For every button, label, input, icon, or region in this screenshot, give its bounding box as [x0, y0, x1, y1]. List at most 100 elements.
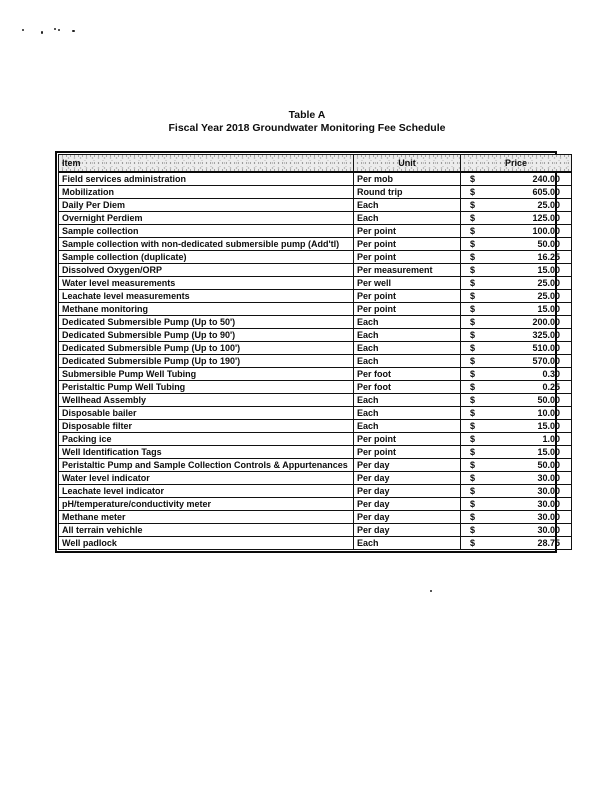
- price-cell: $ 25.00: [460, 198, 572, 212]
- table-row: Leachate level measurements Per point $ …: [58, 289, 572, 303]
- price-amount: 325.00: [532, 329, 560, 340]
- fee-table: Item Unit Price Field services administr…: [58, 154, 572, 550]
- fee-table-header: Item Unit Price: [58, 154, 572, 173]
- price-cell: $ 325.00: [460, 328, 572, 342]
- table-row: Field services administration Per mob $ …: [58, 171, 572, 186]
- price-cell: $ 10.00: [460, 406, 572, 420]
- price-column-header: Price: [460, 154, 572, 173]
- table-row: Peristaltic Pump Well Tubing Per foot $ …: [58, 380, 572, 394]
- item-cell: Packing ice: [58, 432, 354, 446]
- item-cell: Leachate level indicator: [58, 484, 354, 498]
- unit-cell: Per day: [353, 523, 461, 537]
- price-cell: $ 125.00: [460, 211, 572, 225]
- item-cell: Water level indicator: [58, 471, 354, 485]
- unit-cell: Per point: [353, 289, 461, 303]
- item-cell: Dedicated Submersible Pump (Up to 90'): [58, 328, 354, 342]
- table-row: Leachate level indicator Per day $ 30.00: [58, 484, 572, 498]
- unit-cell: Each: [353, 211, 461, 225]
- price-amount: 100.00: [532, 225, 560, 236]
- currency-symbol: $: [470, 316, 476, 327]
- currency-symbol: $: [470, 199, 476, 210]
- item-cell: Sample collection with non-dedicated sub…: [58, 237, 354, 251]
- price-amount: 30.00: [537, 511, 560, 522]
- price-cell: $ 15.00: [460, 445, 572, 459]
- table-row: Well Identification Tags Per point $ 15.…: [58, 445, 572, 459]
- price-cell: $ 0.30: [460, 367, 572, 381]
- unit-cell: Per well: [353, 276, 461, 290]
- table-row: Methane meter Per day $ 30.00: [58, 510, 572, 524]
- price-amount: 1.00: [542, 433, 560, 444]
- price-cell: $ 30.00: [460, 497, 572, 511]
- scan-speck: [430, 590, 432, 592]
- unit-cell: Each: [353, 406, 461, 420]
- unit-cell: Each: [353, 198, 461, 212]
- currency-symbol: $: [470, 368, 476, 379]
- table-row: Overnight Perdiem Each $ 125.00: [58, 211, 572, 225]
- scan-speck: [41, 31, 43, 34]
- currency-symbol: $: [470, 524, 476, 535]
- item-cell: Leachate level measurements: [58, 289, 354, 303]
- price-amount: 28.75: [537, 537, 560, 548]
- item-cell: Well padlock: [58, 536, 354, 550]
- currency-symbol: $: [470, 264, 476, 275]
- unit-cell: Per point: [353, 224, 461, 238]
- price-amount: 200.00: [532, 316, 560, 327]
- price-cell: $ 510.00: [460, 341, 572, 355]
- currency-symbol: $: [470, 251, 476, 262]
- price-cell: $ 570.00: [460, 354, 572, 368]
- item-cell: Dedicated Submersible Pump (Up to 50'): [58, 315, 354, 329]
- price-cell: $ 16.25: [460, 250, 572, 264]
- unit-cell: Per day: [353, 458, 461, 472]
- table-row: Methane monitoring Per point $ 15.00: [58, 302, 572, 316]
- item-cell: All terrain vehichle: [58, 523, 354, 537]
- unit-cell: Per foot: [353, 380, 461, 394]
- currency-symbol: $: [470, 173, 476, 184]
- item-cell: Methane monitoring: [58, 302, 354, 316]
- item-cell: Mobilization: [58, 185, 354, 199]
- price-cell: $ 25.00: [460, 289, 572, 303]
- currency-symbol: $: [470, 329, 476, 340]
- table-row: Sample collection with non-dedicated sub…: [58, 237, 572, 251]
- item-cell: Dedicated Submersible Pump (Up to 100'): [58, 341, 354, 355]
- item-cell: Submersible Pump Well Tubing: [58, 367, 354, 381]
- unit-cell: Per day: [353, 484, 461, 498]
- price-cell: $ 30.00: [460, 523, 572, 537]
- currency-symbol: $: [470, 511, 476, 522]
- table-row: Dedicated Submersible Pump (Up to 90') E…: [58, 328, 572, 342]
- currency-symbol: $: [470, 407, 476, 418]
- currency-symbol: $: [470, 225, 476, 236]
- price-cell: $ 28.75: [460, 536, 572, 550]
- table-row: Sample collection Per point $ 100.00: [58, 224, 572, 238]
- price-amount: 25.00: [537, 199, 560, 210]
- price-cell: $ 25.00: [460, 276, 572, 290]
- item-cell: Disposable bailer: [58, 406, 354, 420]
- currency-symbol: $: [470, 485, 476, 496]
- price-amount: 30.00: [537, 498, 560, 509]
- item-cell: Peristaltic Pump and Sample Collection C…: [58, 458, 354, 472]
- price-amount: 15.00: [537, 446, 560, 457]
- price-amount: 30.00: [537, 472, 560, 483]
- unit-cell: Each: [353, 328, 461, 342]
- currency-symbol: $: [470, 394, 476, 405]
- item-cell: Daily Per Diem: [58, 198, 354, 212]
- price-amount: 50.00: [537, 394, 560, 405]
- item-cell: Water level measurements: [58, 276, 354, 290]
- table-row: Sample collection (duplicate) Per point …: [58, 250, 572, 264]
- item-cell: Wellhead Assembly: [58, 393, 354, 407]
- table-row: Submersible Pump Well Tubing Per foot $ …: [58, 367, 572, 381]
- currency-symbol: $: [470, 290, 476, 301]
- price-amount: 15.00: [537, 264, 560, 275]
- table-row: Disposable bailer Each $ 10.00: [58, 406, 572, 420]
- currency-symbol: $: [470, 446, 476, 457]
- currency-symbol: $: [470, 459, 476, 470]
- table-row: Water level indicator Per day $ 30.00: [58, 471, 572, 485]
- currency-symbol: $: [470, 498, 476, 509]
- currency-symbol: $: [470, 420, 476, 431]
- price-cell: $ 200.00: [460, 315, 572, 329]
- item-cell: Sample collection (duplicate): [58, 250, 354, 264]
- item-cell: Field services administration: [58, 171, 354, 186]
- table-row: Wellhead Assembly Each $ 50.00: [58, 393, 572, 407]
- currency-symbol: $: [470, 212, 476, 223]
- price-amount: 605.00: [532, 186, 560, 197]
- unit-cell: Each: [353, 315, 461, 329]
